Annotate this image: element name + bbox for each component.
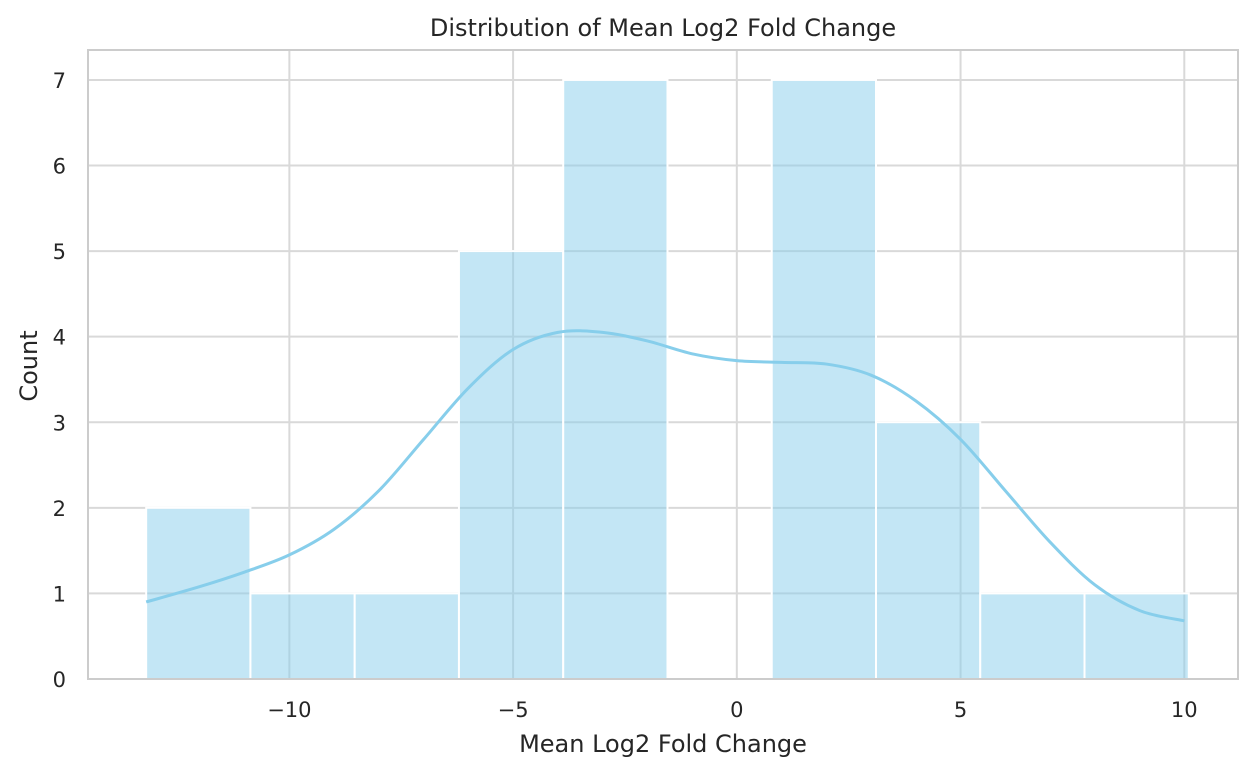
y-tick-label: 5 (53, 240, 66, 264)
y-tick-label: 3 (53, 411, 66, 435)
y-tick-labels: 0 1 2 3 4 5 6 7 (53, 69, 66, 692)
x-tick-labels: −10 −5 0 5 10 (267, 698, 1197, 722)
plot-frame (87, 49, 1239, 680)
y-tick-label: 0 (53, 668, 66, 692)
x-tick-label: −10 (267, 698, 311, 722)
histogram-bars (145, 78, 1190, 680)
x-tick-label: 10 (1171, 698, 1198, 722)
histogram-bar (874, 421, 982, 680)
y-tick-label: 4 (53, 326, 66, 350)
histogram-bar (562, 78, 669, 680)
x-tick-label: −5 (498, 698, 529, 722)
chart-title: Distribution of Mean Log2 Fold Change (430, 14, 896, 42)
y-tick-label: 7 (53, 69, 66, 93)
histogram-bar (979, 592, 1086, 680)
histogram-bar (770, 78, 877, 680)
y-axis-label: Count (15, 330, 43, 401)
kde-curve (145, 329, 1185, 623)
histogram-bar (457, 250, 565, 680)
histogram-bar (249, 592, 356, 680)
x-tick-label: 5 (954, 698, 967, 722)
x-tick-label: 0 (730, 698, 743, 722)
y-tick-label: 1 (53, 582, 66, 606)
y-tick-label: 2 (53, 497, 66, 521)
x-axis-label: Mean Log2 Fold Change (519, 730, 807, 758)
histogram-bar (145, 506, 252, 680)
histogram-bar (353, 592, 460, 680)
y-tick-label: 6 (53, 155, 66, 179)
histogram-bar (1083, 592, 1190, 680)
